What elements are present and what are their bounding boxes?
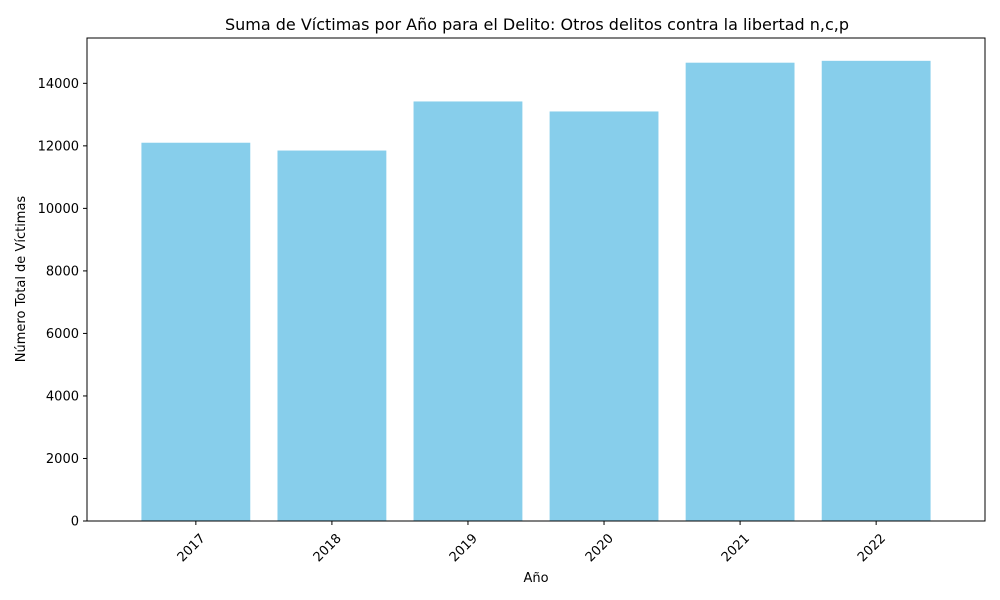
x-tick-label: 2018 (311, 531, 345, 565)
x-tick-label: 2017 (175, 531, 209, 565)
bar-2018 (277, 150, 387, 521)
bars-group (141, 60, 931, 522)
bar-2022 (821, 60, 931, 522)
x-axis-ticks: 2017 2018 2019 2020 2021 2022 (175, 521, 889, 565)
y-tick-label: 14000 (38, 77, 79, 92)
x-axis-label: Año (523, 571, 548, 586)
x-tick-label: 2022 (855, 531, 889, 565)
y-axis-label: Número Total de Víctimas (14, 196, 29, 363)
x-tick-label: 2020 (583, 531, 617, 565)
bar-2017 (141, 142, 251, 521)
y-tick-label: 6000 (46, 327, 79, 342)
y-tick-label: 2000 (46, 452, 79, 467)
bar-2020 (549, 111, 659, 522)
y-tick-label: 12000 (38, 139, 79, 154)
y-tick-label: 10000 (38, 202, 79, 217)
chart-title: Suma de Víctimas por Año para el Delito:… (225, 15, 849, 34)
y-axis-ticks: 0 2000 4000 6000 8000 10000 12000 14000 (38, 77, 87, 530)
x-tick-label: 2019 (447, 531, 481, 565)
y-tick-label: 0 (71, 515, 79, 530)
bar-2021 (685, 62, 795, 522)
bar-2019 (413, 101, 523, 522)
x-tick-label: 2021 (719, 531, 753, 565)
plot-frame (86, 37, 986, 522)
y-tick-label: 8000 (46, 264, 79, 279)
y-tick-label: 4000 (46, 389, 79, 404)
